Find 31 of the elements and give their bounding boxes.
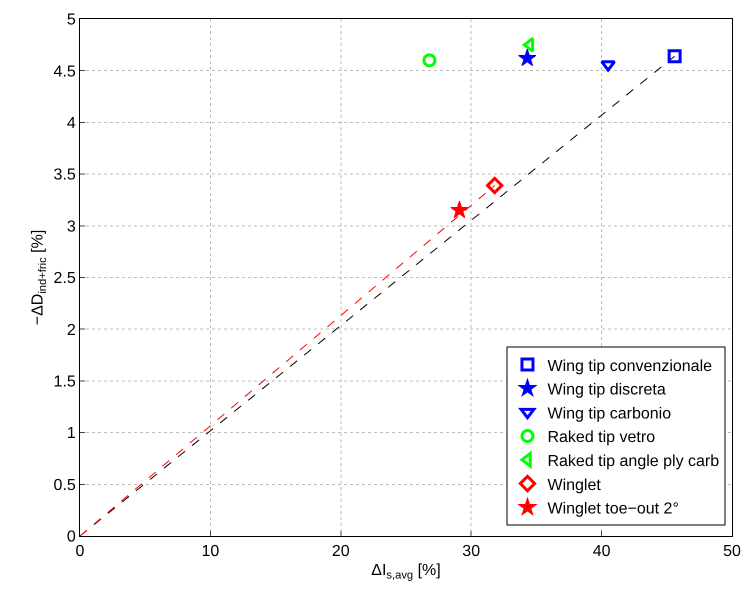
point — [668, 49, 682, 64]
x-tick-label: 20 — [332, 543, 350, 560]
x-axis-title: ΔI$_{s,avg}$ [%] — [371, 562, 441, 582]
y-tick-label: 0 — [66, 528, 76, 546]
point — [486, 176, 504, 194]
y-tick-label: 4 — [66, 115, 76, 132]
legend-label: Raked tip angle ply carb — [547, 453, 720, 470]
y-tick-label: 2.5 — [54, 270, 76, 288]
y-tick-label: 1 — [66, 425, 76, 442]
point — [600, 60, 616, 72]
legend-label: Raked tip vetro — [547, 429, 656, 446]
x-tick-label: 30 — [462, 543, 480, 560]
y-tick-label: 0.5 — [54, 476, 76, 494]
legend-label: Wing tip carbonio — [547, 405, 672, 422]
legend-label: Winglet — [547, 476, 602, 494]
legend-label: Wing tip discreta — [547, 382, 666, 399]
legend-label: Winglet toe−out 2° — [547, 500, 679, 518]
y-tick-label: 3.5 — [54, 166, 76, 184]
point — [450, 200, 469, 218]
y-tick-label: 2 — [66, 322, 76, 339]
x-tick-label: 40 — [592, 543, 611, 560]
x-tick-label: 50 — [723, 543, 741, 560]
y-tick-label: 3 — [66, 218, 76, 236]
x-tick-label: 10 — [202, 543, 220, 560]
y-tick-label: 4.5 — [54, 63, 76, 80]
legend-label: Wing tip convenzionale — [547, 358, 712, 375]
point — [522, 37, 534, 53]
point — [422, 53, 436, 68]
y-tick-label: 1.5 — [54, 374, 76, 390]
point — [518, 48, 536, 66]
y-tick-label: 5 — [66, 12, 76, 29]
